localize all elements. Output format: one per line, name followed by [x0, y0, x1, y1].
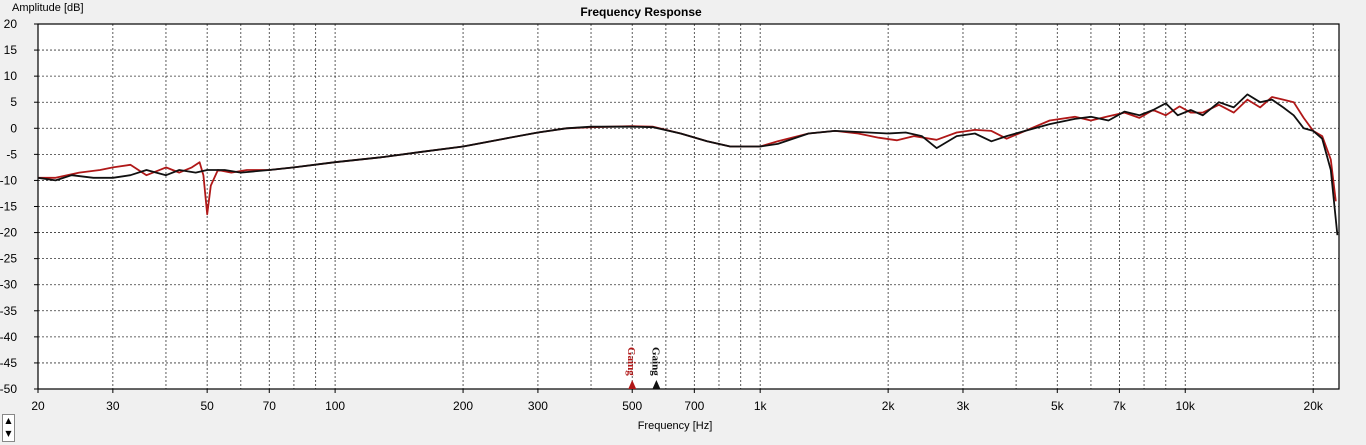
marker-triangle-1	[628, 380, 637, 389]
y-tick-label: -5	[6, 147, 17, 161]
x-tick-label: 20k	[1304, 399, 1324, 413]
plot-frame	[37, 23, 1340, 390]
y-tick-label: -25	[0, 252, 17, 266]
x-tick-label: 3k	[957, 399, 971, 413]
marker-label-1: Gaing	[625, 347, 637, 376]
y-tick-label: 5	[10, 95, 17, 109]
x-tick-label: 100	[325, 399, 345, 413]
marker-triangle-2	[652, 380, 661, 389]
y-tick-label: -35	[0, 304, 17, 318]
y-tick-label: -50	[0, 382, 17, 396]
x-tick-label: 500	[622, 399, 642, 413]
y-tick-label: -30	[0, 278, 17, 292]
x-tick-label: 50	[200, 399, 214, 413]
x-axis-label: Frequency [Hz]	[638, 420, 713, 432]
y-tick-label: 10	[4, 69, 18, 83]
x-tick-label: 30	[106, 399, 120, 413]
x-tick-label: 70	[263, 399, 277, 413]
x-tick-label: 10k	[1176, 399, 1196, 413]
x-tick-label: 200	[453, 399, 473, 413]
chart-title: Frequency Response	[580, 5, 702, 19]
y-tick-label: -40	[0, 330, 17, 344]
scroll-up-icon[interactable]: ▲	[5, 416, 12, 425]
marker-label-2: Gaing	[649, 347, 661, 376]
x-tick-label: 5k	[1051, 399, 1065, 413]
y-tick-label: 0	[10, 121, 17, 135]
scroll-stepper[interactable]: ▲ ▼	[2, 414, 15, 442]
x-tick-label: 300	[528, 399, 548, 413]
x-tick-label: 2k	[882, 399, 896, 413]
y-tick-label: 15	[4, 43, 18, 57]
scroll-down-icon[interactable]: ▼	[5, 429, 12, 438]
series-line-2	[37, 93, 1339, 236]
x-tick-label: 1k	[754, 399, 768, 413]
y-tick-label: -20	[0, 226, 17, 240]
x-tick-label: 20	[31, 399, 45, 413]
y-tick-label: 20	[4, 17, 18, 31]
x-tick-label: 7k	[1113, 399, 1127, 413]
y-tick-label: -15	[0, 200, 17, 214]
x-tick-label: 700	[684, 399, 704, 413]
y-tick-label: -45	[0, 356, 17, 370]
y-axis-label: Amplitude [dB]	[12, 2, 84, 14]
y-tick-label: -10	[0, 173, 17, 187]
